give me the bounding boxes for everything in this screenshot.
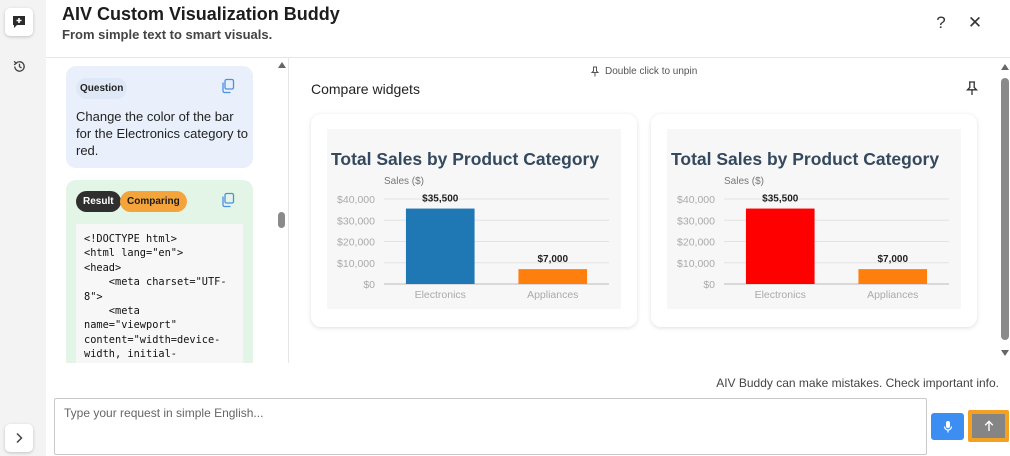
code-block: <!DOCTYPE html> <html lang="en"> <head> … (76, 224, 243, 363)
bar-value-label: $7,000 (877, 254, 908, 265)
x-tick-label: Appliances (867, 289, 918, 301)
expand-sidebar-button[interactable] (5, 424, 33, 452)
pin-icon (590, 66, 600, 77)
bar-chart: Total Sales by Product Category Sales ($)… (331, 149, 609, 301)
widget-card[interactable]: Total Sales by Product Category Sales ($)… (311, 114, 637, 327)
scroll-up-arrow[interactable] (278, 62, 286, 68)
disclaimer-text: AIV Buddy can make mistakes. Check impor… (716, 376, 999, 390)
result-card: Result Comparing <!DOCTYPE html> <html l… (66, 180, 253, 363)
chevron-right-icon (16, 432, 23, 444)
history-icon (13, 60, 25, 72)
unpin-hint[interactable]: Double click to unpin (590, 66, 697, 77)
y-tick-label: $40,000 (337, 194, 375, 206)
copy-icon[interactable] (220, 192, 236, 208)
bar-chart: Total Sales by Product Category Sales ($)… (671, 149, 949, 301)
header: AIV Custom Visualization Buddy From simp… (46, 0, 1010, 58)
arrow-up-icon (984, 420, 993, 431)
chat-scrollbar[interactable] (275, 58, 288, 363)
scroll-thumb[interactable] (1001, 78, 1009, 340)
app-title: AIV Custom Visualization Buddy (62, 4, 340, 24)
close-button[interactable]: ✕ (967, 13, 983, 32)
x-tick-label: Appliances (527, 289, 578, 301)
microphone-icon (943, 420, 952, 432)
y-tick-label: $20,000 (337, 237, 375, 249)
y-tick-label: $30,000 (677, 215, 715, 227)
unpin-hint-text: Double click to unpin (605, 66, 698, 77)
y-tick-label: $30,000 (337, 215, 375, 227)
chart-title: Total Sales by Product Category (671, 149, 939, 169)
new-chat-button[interactable] (5, 8, 33, 36)
copy-icon[interactable] (220, 78, 236, 94)
y-tick-label: $0 (363, 279, 375, 291)
microphone-button[interactable] (931, 413, 964, 440)
bar (858, 269, 928, 284)
scroll-up-arrow[interactable] (1001, 64, 1009, 70)
y-tick-label: $20,000 (677, 237, 715, 249)
scroll-down-arrow[interactable] (1001, 350, 1009, 356)
bar (745, 208, 815, 284)
x-tick-label: Electronics (755, 289, 806, 301)
pinned-area: Double click to unpin Compare widgets To… (290, 58, 1000, 363)
main-scrollbar[interactable] (1000, 58, 1010, 363)
bar-value-label: $35,500 (422, 194, 459, 205)
send-button-inner (972, 414, 1005, 438)
history-button[interactable] (5, 52, 33, 80)
app-subtitle: From simple text to smart visuals. (62, 27, 273, 42)
bar (405, 208, 475, 284)
y-tick-label: $10,000 (337, 258, 375, 270)
compare-title: Compare widgets (311, 81, 420, 97)
bar (518, 269, 588, 284)
x-tick-label: Electronics (415, 289, 466, 301)
y-axis-label: Sales ($) (384, 176, 424, 187)
bar-value-label: $7,000 (537, 254, 568, 265)
chart-container: Total Sales by Product Category Sales ($)… (327, 129, 621, 309)
request-input[interactable] (54, 398, 927, 455)
result-badge: Result (76, 191, 121, 212)
pin-icon[interactable] (964, 80, 980, 96)
chart-title: Total Sales by Product Category (331, 149, 599, 169)
y-tick-label: $40,000 (677, 194, 715, 206)
comparing-badge[interactable]: Comparing (120, 191, 187, 212)
bar-value-label: $35,500 (762, 194, 799, 205)
chat-history-panel[interactable]: Question Change the color of the bar for… (46, 58, 289, 363)
y-tick-label: $10,000 (677, 258, 715, 270)
chart-container: Total Sales by Product Category Sales ($)… (667, 129, 961, 309)
question-badge: Question (76, 78, 128, 99)
left-rail (0, 0, 46, 456)
question-card: Question Change the color of the bar for… (66, 66, 253, 168)
widget-card[interactable]: Total Sales by Product Category Sales ($)… (651, 114, 977, 327)
y-tick-label: $0 (703, 279, 715, 291)
scroll-thumb[interactable] (278, 212, 285, 228)
help-button[interactable]: ? (936, 13, 946, 32)
y-axis-label: Sales ($) (724, 176, 764, 187)
question-text: Change the color of the bar for the Elec… (76, 109, 248, 158)
new-chat-icon (13, 16, 25, 28)
send-button[interactable] (968, 410, 1009, 442)
